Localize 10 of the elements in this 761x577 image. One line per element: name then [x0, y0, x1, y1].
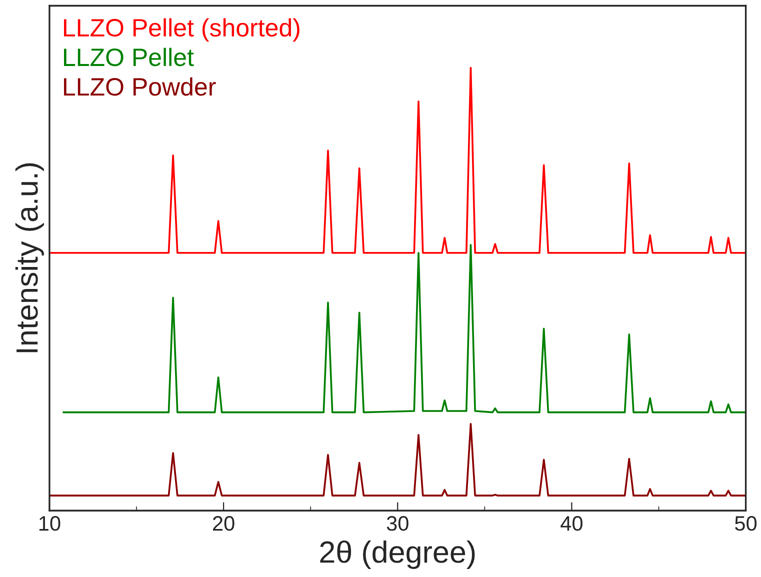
x-tick-label: 30 — [386, 516, 408, 531]
x-tick-label: 50 — [735, 516, 757, 531]
x-tick-label: 20 — [213, 516, 234, 531]
x-tick-label: 10 — [39, 516, 60, 531]
text: LLZO Powder — [64, 77, 216, 96]
text: LLZO Pellet (shorted) — [64, 18, 300, 42]
text: LLZO Pellet — [64, 48, 194, 66]
x-tick-label: 40 — [560, 516, 582, 531]
x-axis-title: 2θ (degree) — [320, 540, 475, 569]
y-axis-title: Intensity (a.u.) — [15, 163, 44, 352]
